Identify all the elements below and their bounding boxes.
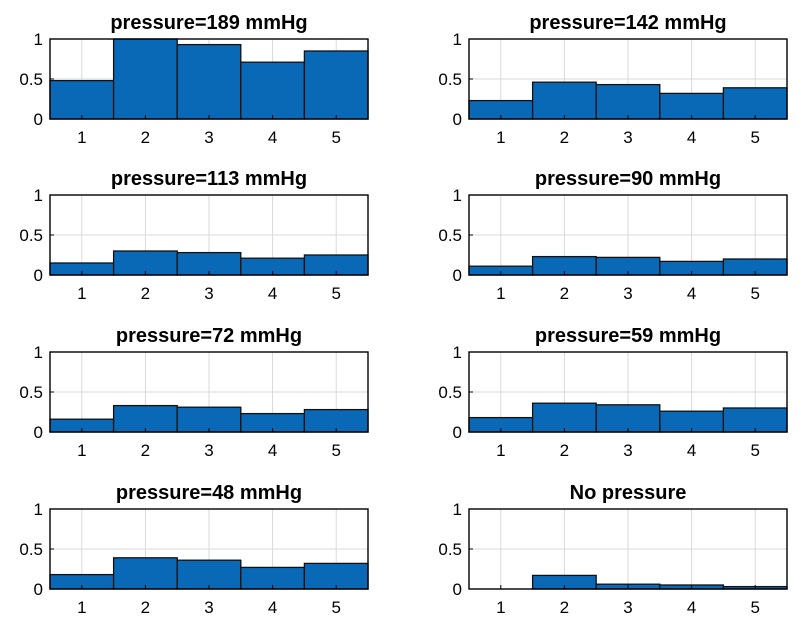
x-tick-label: 2 — [560, 598, 569, 617]
x-tick-label: 4 — [687, 598, 696, 617]
bar-2 — [531, 81, 597, 120]
y-tick-label: 1 — [34, 186, 43, 205]
x-tick-label: 3 — [623, 284, 632, 303]
bar-5 — [303, 50, 369, 120]
y-tick-label: 0 — [34, 110, 43, 129]
y-tick-label: 0 — [453, 110, 462, 129]
y-tick-label: 0.5 — [438, 540, 462, 559]
x-tick-label: 2 — [141, 598, 150, 617]
subplot-6: 1 2 3 4 5 0 0.5 1 pressure=59 mmHg — [438, 325, 788, 460]
x-tick-label: 4 — [268, 441, 277, 460]
x-tick-label: 5 — [750, 284, 759, 303]
y-tick-label: 1 — [453, 30, 462, 49]
bar-3 — [595, 83, 661, 120]
y-tick-label: 0.5 — [438, 226, 462, 245]
x-tick-label: 2 — [560, 284, 569, 303]
x-tick-label: 2 — [141, 441, 150, 460]
bar-4 — [659, 92, 725, 120]
y-tick-label: 0.5 — [19, 70, 43, 89]
x-tick-label: 3 — [623, 441, 632, 460]
bar-3 — [595, 404, 661, 433]
x-tick-label: 1 — [77, 128, 86, 147]
subplot-2: 1 2 3 4 5 0 0.5 1 pressure=142 mmHg — [438, 12, 788, 147]
y-tick-label: 1 — [453, 186, 462, 205]
x-tick-label: 1 — [496, 598, 505, 617]
x-tick-label: 5 — [331, 598, 340, 617]
bar-3 — [176, 559, 242, 590]
y-tick-label: 1 — [34, 500, 43, 519]
x-tick-label: 1 — [77, 441, 86, 460]
x-tick-label: 3 — [623, 128, 632, 147]
x-tick-label: 5 — [331, 284, 340, 303]
x-tick-label: 1 — [496, 441, 505, 460]
y-tick-label: 0 — [453, 580, 462, 599]
x-tick-label: 4 — [687, 441, 696, 460]
y-tick-label: 0.5 — [19, 540, 43, 559]
y-tick-label: 0.5 — [438, 383, 462, 402]
y-tick-label: 0.5 — [19, 226, 43, 245]
x-tick-label: 3 — [204, 441, 213, 460]
x-tick-label: 4 — [268, 128, 277, 147]
x-tick-label: 3 — [204, 598, 213, 617]
subplot-title: pressure=189 mmHg — [110, 12, 307, 34]
x-tick-label: 2 — [560, 128, 569, 147]
bar-2 — [112, 557, 178, 590]
subplot-3: 1 2 3 4 5 0 0.5 1 pressure=113 mmHg — [19, 168, 369, 303]
x-tick-label: 3 — [623, 598, 632, 617]
x-tick-label: 5 — [750, 598, 759, 617]
x-tick-label: 2 — [141, 284, 150, 303]
x-tick-label: 4 — [687, 284, 696, 303]
x-tick-label: 5 — [331, 441, 340, 460]
y-tick-label: 0 — [453, 423, 462, 442]
bar-2 — [531, 402, 597, 433]
x-tick-label: 2 — [560, 441, 569, 460]
x-tick-label: 3 — [204, 284, 213, 303]
subplot-5: 1 2 3 4 5 0 0.5 1 pressure=72 mmHg — [19, 325, 369, 460]
x-tick-label: 1 — [77, 284, 86, 303]
y-tick-label: 0.5 — [19, 383, 43, 402]
x-tick-label: 1 — [77, 598, 86, 617]
bar-2 — [112, 38, 178, 120]
y-tick-label: 0 — [453, 266, 462, 285]
subplot-8: 1 2 3 4 5 0 0.5 1 No pressure — [438, 482, 788, 617]
x-tick-label: 4 — [268, 284, 277, 303]
subplot-title: pressure=72 mmHg — [116, 325, 302, 347]
x-tick-label: 1 — [496, 128, 505, 147]
y-tick-label: 1 — [34, 343, 43, 362]
bar-3 — [176, 43, 242, 120]
bar-1 — [49, 79, 115, 120]
subplot-4: 1 2 3 4 5 0 0.5 1 pressure=90 mmHg — [438, 168, 788, 303]
x-tick-label: 4 — [687, 128, 696, 147]
y-tick-label: 1 — [453, 500, 462, 519]
x-tick-label: 5 — [331, 128, 340, 147]
y-tick-label: 0 — [34, 580, 43, 599]
bar-3 — [176, 406, 242, 433]
subplot-title: pressure=113 mmHg — [111, 168, 307, 190]
y-tick-label: 0.5 — [438, 70, 462, 89]
y-tick-label: 1 — [34, 30, 43, 49]
subplot-title: pressure=142 mmHg — [529, 12, 726, 34]
bar-4 — [240, 61, 306, 120]
subplot-title: No pressure — [570, 482, 687, 504]
subplot-7: 1 2 3 4 5 0 0.5 1 pressure=48 mmHg — [19, 482, 369, 617]
x-tick-label: 3 — [204, 128, 213, 147]
subplot-title: pressure=59 mmHg — [535, 325, 721, 347]
x-tick-label: 5 — [750, 128, 759, 147]
x-tick-label: 1 — [496, 284, 505, 303]
subplot-title: pressure=48 mmHg — [116, 482, 302, 504]
x-tick-label: 4 — [268, 598, 277, 617]
y-tick-label: 0 — [34, 423, 43, 442]
y-tick-label: 0 — [34, 266, 43, 285]
bar-5 — [722, 87, 788, 120]
y-tick-label: 1 — [453, 343, 462, 362]
subplot-1: 1 2 3 4 5 0 0.5 1 pressure=189 mmHg — [19, 12, 369, 147]
x-tick-label: 5 — [750, 441, 759, 460]
x-tick-label: 2 — [141, 128, 150, 147]
subplot-title: pressure=90 mmHg — [535, 168, 721, 190]
